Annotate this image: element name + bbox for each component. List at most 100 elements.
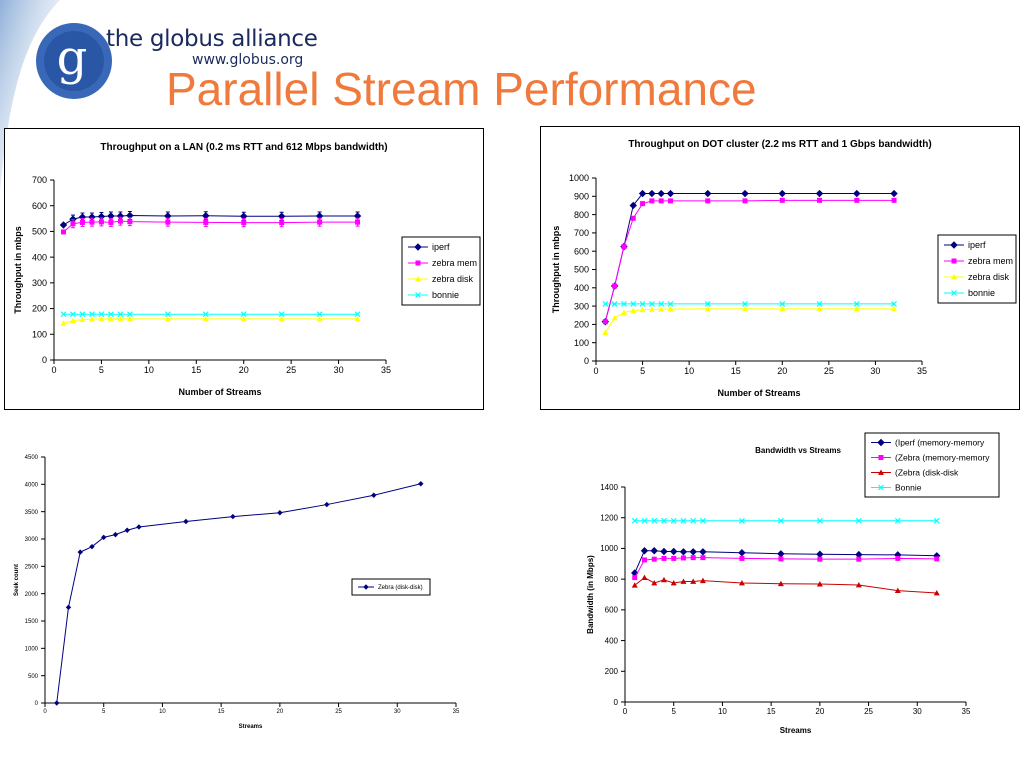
data-point: [164, 311, 171, 318]
data-point: [354, 311, 361, 318]
legend-entry: iperf: [432, 242, 450, 252]
data-point: [317, 219, 323, 225]
brand-url: www.globus.org: [192, 52, 304, 68]
x-tick-label: 10: [718, 707, 727, 716]
series-line-2: [604, 308, 895, 333]
y-tick-label: 300: [574, 301, 589, 311]
y-tick-label: 200: [605, 667, 619, 676]
data-point: [856, 556, 862, 562]
data-point: [778, 556, 784, 562]
data-point: [651, 579, 658, 586]
data-point: [777, 580, 784, 587]
x-tick-label: 30: [394, 709, 401, 715]
x-tick-label: 35: [917, 366, 927, 376]
x-tick-label: 0: [623, 707, 628, 716]
data-point: [60, 229, 66, 235]
data-point: [164, 315, 171, 322]
data-point: [934, 556, 940, 562]
data-point: [894, 517, 901, 524]
chart-title: Throughput on DOT cluster (2.2 ms RTT an…: [628, 139, 931, 150]
data-point: [651, 517, 658, 524]
data-point: [742, 305, 749, 312]
x-tick-label: 30: [913, 707, 922, 716]
x-axis-label: Number of Streams: [178, 387, 261, 397]
data-point: [278, 311, 285, 318]
data-point: [853, 305, 860, 312]
data-point: [704, 305, 711, 312]
y-tick-label: 0: [35, 701, 39, 707]
data-point: [699, 577, 706, 584]
x-tick-label: 15: [767, 707, 776, 716]
data-point: [650, 547, 658, 555]
data-point: [316, 315, 323, 322]
data-point: [742, 300, 748, 307]
data-point: [136, 524, 142, 530]
data-point: [951, 290, 957, 296]
y-tick-label: 4500: [25, 455, 39, 461]
x-tick-label: 0: [51, 365, 56, 375]
data-point: [890, 189, 898, 198]
chart-title: Bandwidth vs Streams: [755, 446, 841, 455]
x-tick-label: 30: [870, 366, 880, 376]
data-point: [741, 189, 749, 198]
data-point: [602, 329, 609, 336]
data-point: [878, 469, 884, 475]
data-point: [853, 300, 860, 307]
data-point: [60, 311, 67, 318]
y-tick-label: 800: [574, 210, 589, 220]
y-tick-label: 500: [32, 227, 47, 237]
data-point: [621, 300, 627, 307]
data-point: [89, 543, 95, 550]
y-tick-label: 0: [614, 698, 619, 707]
data-point: [611, 300, 618, 307]
brand-name: the globus alliance: [106, 26, 318, 52]
y-tick-label: 1500: [25, 619, 39, 625]
data-point: [648, 189, 656, 198]
data-point: [630, 215, 636, 221]
x-tick-label: 0: [593, 366, 598, 376]
data-point: [779, 300, 786, 307]
y-tick-label: 400: [605, 636, 619, 645]
data-point: [878, 484, 884, 491]
slide-title: Parallel Stream Performance: [166, 63, 757, 115]
data-point: [933, 589, 940, 596]
legend-entry: zebra mem: [968, 256, 1013, 266]
x-tick-label: 10: [159, 709, 166, 715]
data-point: [183, 518, 189, 525]
data-point: [316, 311, 323, 318]
legend-entry: zebra disk: [968, 272, 1010, 282]
data-point: [641, 574, 648, 581]
data-point: [777, 550, 785, 558]
chart-seek-count: 0 5 10 15 20 25 30 35 0 500 1000 1500 2000 2500 3000 35…: [14, 455, 460, 730]
x-tick-label: 25: [824, 366, 834, 376]
data-point: [355, 219, 361, 225]
data-point: [933, 517, 940, 524]
data-point: [816, 581, 823, 587]
data-point: [855, 581, 862, 588]
data-point: [951, 274, 957, 280]
data-point: [79, 219, 85, 225]
data-point: [602, 300, 609, 307]
data-point: [107, 311, 114, 318]
data-point: [621, 244, 627, 250]
legend-entry: Zebra (disk-disk): [378, 585, 423, 591]
series-line-1: [634, 557, 937, 578]
data-point: [241, 220, 247, 226]
data-point: [240, 315, 247, 322]
x-tick-label: 5: [671, 707, 676, 716]
legend-entry: Bonnie: [895, 482, 922, 492]
data-point: [680, 578, 687, 584]
data-point: [117, 311, 124, 318]
x-tick-label: 20: [777, 366, 787, 376]
data-point: [690, 555, 696, 561]
data-point: [891, 300, 897, 307]
data-point: [324, 501, 330, 508]
y-tick-label: 1200: [600, 514, 618, 523]
data-point: [778, 189, 786, 198]
data-point: [661, 555, 667, 561]
data-point: [415, 276, 421, 282]
x-tick-label: 15: [191, 365, 201, 375]
data-point: [363, 584, 369, 590]
data-point: [666, 189, 675, 198]
data-point: [700, 517, 706, 524]
